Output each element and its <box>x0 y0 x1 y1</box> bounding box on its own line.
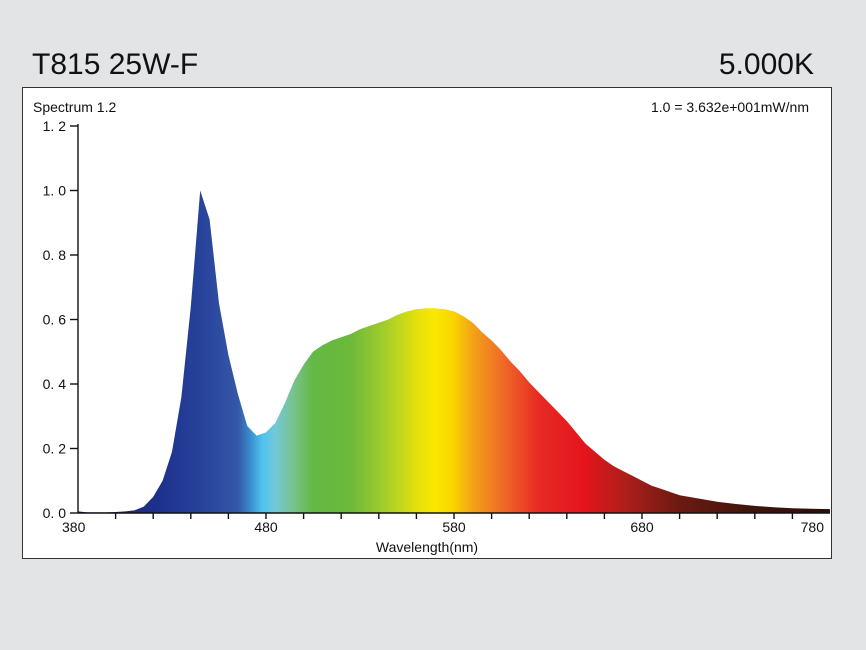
y-tick-label: 0. 0 <box>43 505 67 521</box>
y-tick-label: 0. 6 <box>43 312 67 328</box>
scale-note: 1.0 = 3.632e+001mW/nm <box>651 99 809 115</box>
y-tick-label: 1. 2 <box>43 118 67 134</box>
x-tick-label: 680 <box>630 519 654 535</box>
y-tick-label: 1. 0 <box>43 183 67 199</box>
spectrum-area <box>78 190 830 513</box>
x-tick-label: 580 <box>442 519 466 535</box>
chart-title: Spectrum 1.2 <box>33 99 116 115</box>
y-tick-label: 0. 2 <box>43 441 67 457</box>
spectrum-chart-frame: Spectrum 1.2 1.0 = 3.632e+001mW/nm 0. 0 0… <box>22 87 832 559</box>
x-tick-label: 780 <box>801 519 825 535</box>
x-axis-label: Wavelength(nm) <box>376 539 478 555</box>
y-tick-label: 0. 4 <box>43 376 67 392</box>
x-tick-label: 380 <box>62 519 86 535</box>
y-tick-label: 0. 8 <box>43 247 67 263</box>
color-temperature-label: 5.000K <box>718 48 814 81</box>
lamp-model-title: T815 25W-F <box>32 48 199 81</box>
spectrum-chart: Spectrum 1.2 1.0 = 3.632e+001mW/nm 0. 0 0… <box>33 99 830 555</box>
x-tick-label: 480 <box>254 519 278 535</box>
